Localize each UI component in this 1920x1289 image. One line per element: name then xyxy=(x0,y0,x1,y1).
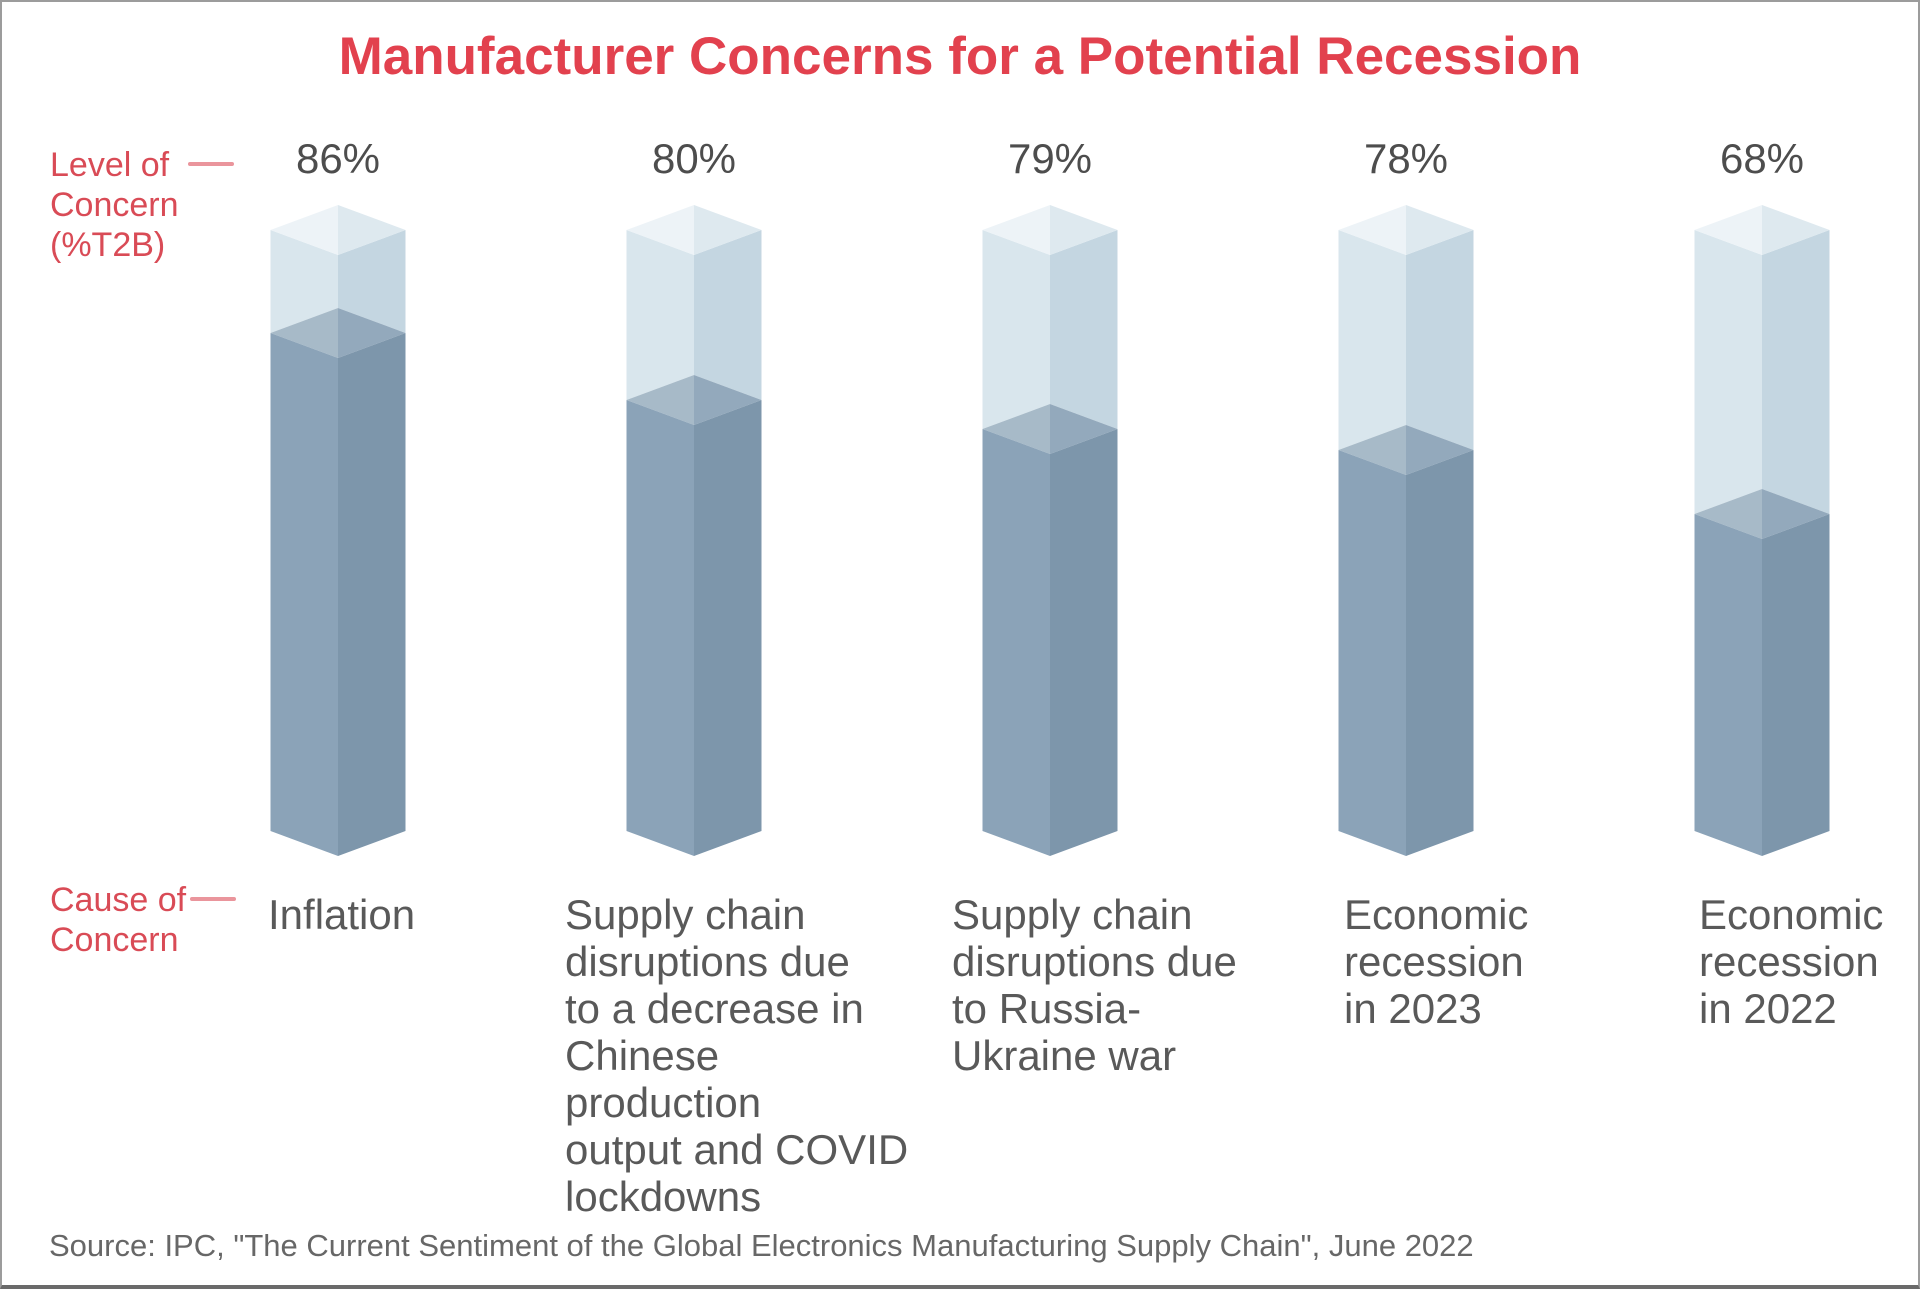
bar-4-junction-face-right xyxy=(1406,425,1474,475)
bar-1-junction-face-left xyxy=(270,308,338,358)
chart-title: Manufacturer Concerns for a Potential Re… xyxy=(338,27,1582,86)
value-label-5: 68% xyxy=(1719,135,1805,182)
bar-2-junction-face-right xyxy=(694,375,762,425)
bar-2-light-left-face xyxy=(626,230,694,400)
bar-column-4 xyxy=(1338,205,1474,856)
category-label-2: Supply chain disruptions due to a decrea… xyxy=(565,891,909,1220)
cause-of-concern-dash xyxy=(190,897,236,901)
bar-3-dark-right-face xyxy=(1050,429,1118,856)
bar-1-light-left-face xyxy=(270,230,338,333)
bar-4-top-face-left xyxy=(1338,205,1406,255)
level-of-concern-label: Level of Concern (%T2B) xyxy=(50,146,179,264)
category-label-3: Supply chain disruptions due to Russia- … xyxy=(952,891,1237,1079)
bar-5-top-face-right xyxy=(1762,205,1830,255)
bar-2-top-face-right xyxy=(694,205,762,255)
bar-3-light-right-face xyxy=(1050,230,1118,429)
bar-column-1 xyxy=(270,205,406,856)
bar-3-light-left-face xyxy=(982,230,1050,429)
bar-4-top-face-right xyxy=(1406,205,1474,255)
bar-1-top-face-right xyxy=(338,205,406,255)
value-label-4: 78% xyxy=(1363,135,1449,182)
cause-of-concern-label: Cause of Concern xyxy=(50,881,187,959)
bar-1-dark-left-face xyxy=(270,333,338,856)
bar-4-light-left-face xyxy=(1338,230,1406,450)
category-label-4: Economic recession in 2023 xyxy=(1344,891,1529,1032)
bar-1-dark-right-face xyxy=(338,333,406,856)
bar-5-dark-right-face xyxy=(1762,514,1830,856)
bar-column-5 xyxy=(1694,205,1830,856)
source-note: Source: IPC, "The Current Sentiment of t… xyxy=(49,1228,1474,1263)
bar-3-top-face-left xyxy=(982,205,1050,255)
bar-5-junction-face-left xyxy=(1694,489,1762,539)
bar-5-junction-face-right xyxy=(1762,489,1830,539)
level-of-concern-dash xyxy=(188,162,234,166)
bar-1-top-face-left xyxy=(270,205,338,255)
bar-2-top-face-left xyxy=(626,205,694,255)
bar-2-junction-face-left xyxy=(626,375,694,425)
bar-1-light-right-face xyxy=(338,230,406,333)
bar-5-light-left-face xyxy=(1694,230,1762,514)
bar-4-dark-left-face xyxy=(1338,450,1406,856)
bar-3-junction-face-left xyxy=(982,404,1050,454)
value-label-3: 79% xyxy=(1007,135,1093,182)
category-label-1: Inflation xyxy=(268,891,416,938)
bar-2-light-right-face xyxy=(694,230,762,400)
bar-3-junction-face-right xyxy=(1050,404,1118,454)
bar-4-dark-right-face xyxy=(1406,450,1474,856)
category-label-5: Economic recession in 2022 xyxy=(1699,891,1884,1032)
bar-1-junction-face-right xyxy=(338,308,406,358)
bar-2-dark-left-face xyxy=(626,400,694,856)
bar-3-dark-left-face xyxy=(982,429,1050,856)
bar-2-dark-right-face xyxy=(694,400,762,856)
value-label-2: 80% xyxy=(651,135,737,182)
bar-5-dark-left-face xyxy=(1694,514,1762,856)
bar-4-junction-face-left xyxy=(1338,425,1406,475)
bar-5-light-right-face xyxy=(1762,230,1830,514)
value-label-1: 86% xyxy=(295,135,381,182)
bar-column-2 xyxy=(626,205,762,856)
bar-3-top-face-right xyxy=(1050,205,1118,255)
bar-4-light-right-face xyxy=(1406,230,1474,450)
bar-5-top-face-left xyxy=(1694,205,1762,255)
bar-column-3 xyxy=(982,205,1118,856)
